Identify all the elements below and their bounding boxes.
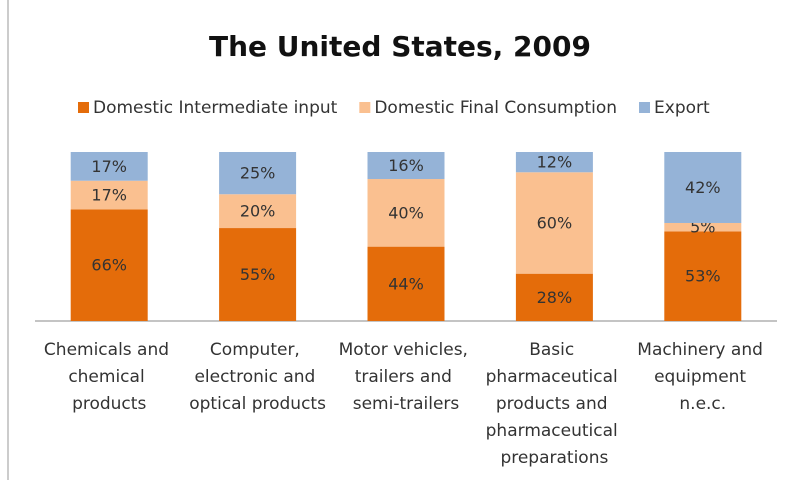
x-tick-label: Machinery and equipment n.e.c. xyxy=(637,340,768,414)
x-tick-label: Chemicals and chemical products xyxy=(44,340,175,414)
x-tick-label-line: semi-trailers xyxy=(353,394,460,414)
x-tick-label-line: trailers and xyxy=(355,367,458,387)
x-tick-label-line: equipment xyxy=(654,367,751,387)
bar-segment xyxy=(367,246,445,321)
bar-segment xyxy=(219,152,297,195)
x-tick-label-line: Chemicals and xyxy=(44,340,175,360)
data-label: 42% xyxy=(685,178,721,197)
legend-label: Domestic Final Consumption xyxy=(374,98,617,118)
data-label: 55% xyxy=(240,265,276,284)
bar-segment xyxy=(367,179,445,247)
x-tick-label: Computer, electronic and optical product… xyxy=(189,340,326,414)
x-tick-label-line: electronic and xyxy=(194,367,320,387)
bar-segment xyxy=(664,152,742,223)
bar-segment xyxy=(70,152,148,181)
x-tick-label-line: pharmaceutical xyxy=(486,367,624,387)
x-tick-label-line: Machinery and xyxy=(637,340,768,360)
x-tick-label-line: optical products xyxy=(189,394,326,414)
x-tick-label: Basic pharmaceutical products and pharma… xyxy=(486,340,624,468)
legend-swatch xyxy=(78,102,89,113)
x-tick-label-line: Computer, xyxy=(210,340,305,360)
data-label: 66% xyxy=(91,256,127,275)
legend-swatch xyxy=(639,102,651,113)
data-label: 25% xyxy=(240,164,276,183)
x-tick-label-line: n.e.c. xyxy=(679,394,726,414)
legend-label: Export xyxy=(654,98,710,118)
legend-swatch xyxy=(359,102,371,113)
data-label: 16% xyxy=(388,156,424,175)
bar-segment xyxy=(219,228,297,321)
bar-segment xyxy=(664,222,742,232)
data-label: 44% xyxy=(388,274,424,293)
x-tick-label-line: Motor vehicles, xyxy=(339,340,474,360)
data-label: 17% xyxy=(91,157,127,176)
bar-segment xyxy=(664,231,742,321)
data-label: 20% xyxy=(240,202,276,221)
x-tick-label-line: preparations xyxy=(500,448,608,468)
x-tick-label-line: products and xyxy=(496,394,613,414)
x-tick-label-line: pharmaceutical xyxy=(486,421,624,441)
x-tick-label-line: chemical xyxy=(68,367,150,387)
data-label: 28% xyxy=(537,288,573,307)
chart-title: The United States, 2009 xyxy=(209,30,591,63)
bar-segment xyxy=(70,180,148,210)
bar-segment xyxy=(367,152,445,180)
bar-segment xyxy=(70,209,148,321)
bar-segment xyxy=(515,273,593,321)
bar-segment xyxy=(515,172,593,274)
data-label: 12% xyxy=(537,153,573,172)
legend-label: Domestic Intermediate input xyxy=(93,98,338,118)
x-tick-label: Motor vehicles, trailers and semi-traile… xyxy=(339,340,474,414)
data-label: 53% xyxy=(685,267,721,286)
data-label: 60% xyxy=(537,213,573,232)
bar-segment xyxy=(219,194,297,229)
x-tick-label-line: Basic xyxy=(529,340,579,360)
data-label: 17% xyxy=(91,186,127,205)
x-tick-label-line: products xyxy=(72,394,146,414)
bar-segment xyxy=(515,152,593,173)
data-label: 40% xyxy=(388,203,424,222)
